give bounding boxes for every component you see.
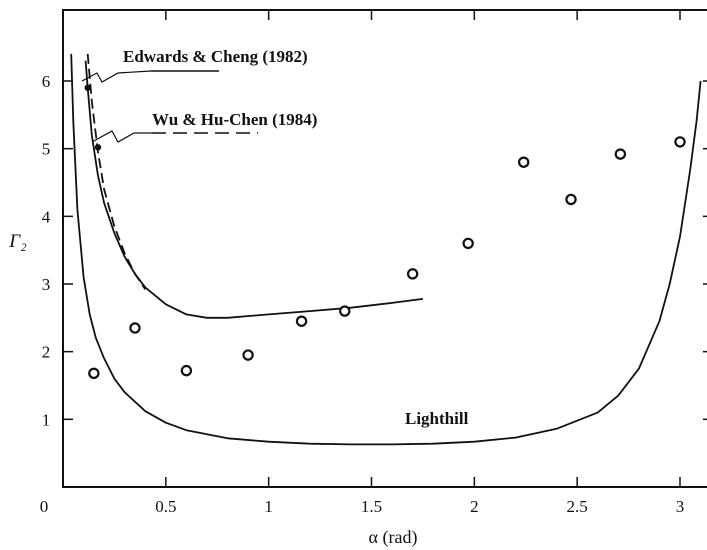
data-point [517, 156, 530, 168]
curves [70, 53, 702, 446]
x-tick-label: 1 [264, 497, 273, 516]
data-point [674, 136, 686, 148]
curve-endpoint-dot [94, 144, 102, 151]
plot-frame [62, 9, 707, 488]
data-point [406, 268, 419, 280]
leader-line-wu-hu-chen [91, 130, 152, 143]
annotation-edwards-cheng: Edwards & Cheng (1982) [123, 47, 308, 66]
data-points [84, 84, 686, 380]
data-point [339, 305, 351, 317]
y-tick-label: 3 [42, 275, 51, 294]
data-point [295, 315, 308, 327]
tick-labels: 0 0.5 1 1.5 2 2.5 3 1 2 3 4 5 6 [40, 72, 685, 516]
annotations: Edwards & Cheng (1982) Wu & Hu-Chen (198… [81, 47, 469, 428]
data-point [242, 349, 254, 361]
axis-ticks [63, 10, 707, 487]
x-tick-label: 0.5 [155, 497, 176, 516]
annotation-lighthill: Lighthill [405, 409, 469, 428]
data-point [565, 193, 577, 206]
leader-line-edwards-cheng [81, 70, 152, 83]
data-point [180, 364, 193, 377]
y-tick-label: 1 [42, 410, 51, 429]
curve-lighthill [70, 53, 702, 446]
data-point [462, 237, 474, 250]
data-point [88, 367, 100, 380]
x-axis-title: α (rad) [369, 527, 418, 548]
y-tick-label: 2 [42, 343, 51, 362]
x-tick-label: 3 [676, 497, 685, 516]
x-tick-label: 2 [470, 497, 479, 516]
curve-edwards-cheng [84, 60, 424, 319]
curve-wu-hu-chen [86, 53, 147, 290]
x-tick-label: 0 [40, 497, 49, 516]
x-tick-label: 1.5 [361, 497, 382, 516]
y-tick-label: 4 [42, 207, 51, 226]
y-axis-title: Γ₂ [8, 231, 27, 252]
y-tick-label: 6 [42, 72, 51, 91]
y-tick-label: 5 [42, 140, 51, 159]
x-tick-label: 2.5 [567, 497, 588, 516]
curve-endpoint-dot [84, 84, 91, 91]
data-point [129, 322, 141, 334]
data-point [614, 148, 627, 160]
annotation-wu-hu-chen: Wu & Hu-Chen (1984) [152, 110, 317, 129]
